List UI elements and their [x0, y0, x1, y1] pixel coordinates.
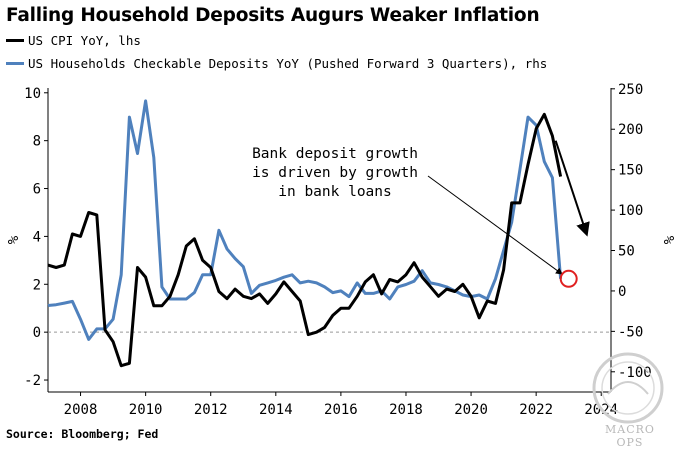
- annotation-line-1: Bank deposit growth: [252, 146, 418, 162]
- x-tick-label: 2008: [64, 402, 98, 418]
- source-note: Source: Bloomberg; Fed: [6, 427, 159, 441]
- left-axis-ticks: -2 0 2 4 6 8 10: [24, 86, 48, 389]
- x-tick-label: 2014: [259, 402, 293, 418]
- x-tick-label: 2010: [129, 402, 163, 418]
- x-tick-label: 2016: [324, 402, 358, 418]
- annotation-line-2: is driven by growth: [252, 165, 418, 181]
- left-tick-label: 6: [33, 182, 41, 198]
- macro-ops-logo-icon: [592, 352, 664, 424]
- x-tick-label: 2018: [389, 402, 423, 418]
- right-tick-label: -100: [618, 365, 652, 381]
- trend-arrow: [554, 140, 590, 237]
- x-axis-ticks: 2008 2010 2012 2014 2016 2018 2020 2022 2024: [64, 392, 618, 418]
- right-tick-label: 50: [618, 244, 635, 260]
- annotation-line-3: in bank loans: [278, 184, 392, 200]
- x-tick-label: 2012: [194, 402, 228, 418]
- highlight-circle-marker: [559, 269, 578, 288]
- left-tick-label: 10: [24, 86, 41, 102]
- right-tick-label: 100: [618, 203, 643, 219]
- legend-label-deposits: US Households Checkable Deposits YoY (Pu…: [28, 55, 548, 71]
- x-tick-label: 2022: [519, 402, 553, 418]
- legend-entry-cpi: US CPI YoY, lhs: [6, 31, 141, 49]
- left-tick-label: 4: [33, 229, 41, 245]
- right-axis-ticks: -100 -50 0 50 100 150 200 250: [611, 82, 652, 381]
- series-line-cpi: [47, 112, 563, 368]
- annotation-text: Bank deposit growth is driven by growth …: [220, 145, 450, 202]
- series-line-deposits: [47, 99, 563, 341]
- legend-swatch-cpi: [6, 38, 24, 42]
- x-tick-label: 2020: [454, 402, 488, 418]
- legend-swatch-deposits: [6, 61, 24, 65]
- legend-entry-deposits: US Households Checkable Deposits YoY (Pu…: [6, 54, 547, 72]
- right-tick-label: 250: [618, 82, 643, 98]
- right-tick-label: 0: [618, 284, 626, 300]
- annotation-pointer-line: [427, 175, 563, 275]
- right-tick-label: 150: [618, 163, 643, 179]
- left-tick-label: -2: [24, 373, 41, 389]
- right-axis-label: %: [662, 235, 678, 244]
- watermark-text: MACRO OPS: [605, 423, 655, 449]
- right-tick-label: 200: [618, 122, 643, 138]
- left-axis-label: %: [6, 235, 22, 244]
- left-tick-label: 8: [33, 134, 41, 150]
- chart-title: Falling Household Deposits Augurs Weaker…: [6, 5, 540, 26]
- left-tick-label: 2: [33, 277, 41, 293]
- right-tick-label: -50: [618, 324, 643, 340]
- left-tick-label: 0: [33, 325, 41, 341]
- legend-label-cpi: US CPI YoY, lhs: [28, 32, 141, 48]
